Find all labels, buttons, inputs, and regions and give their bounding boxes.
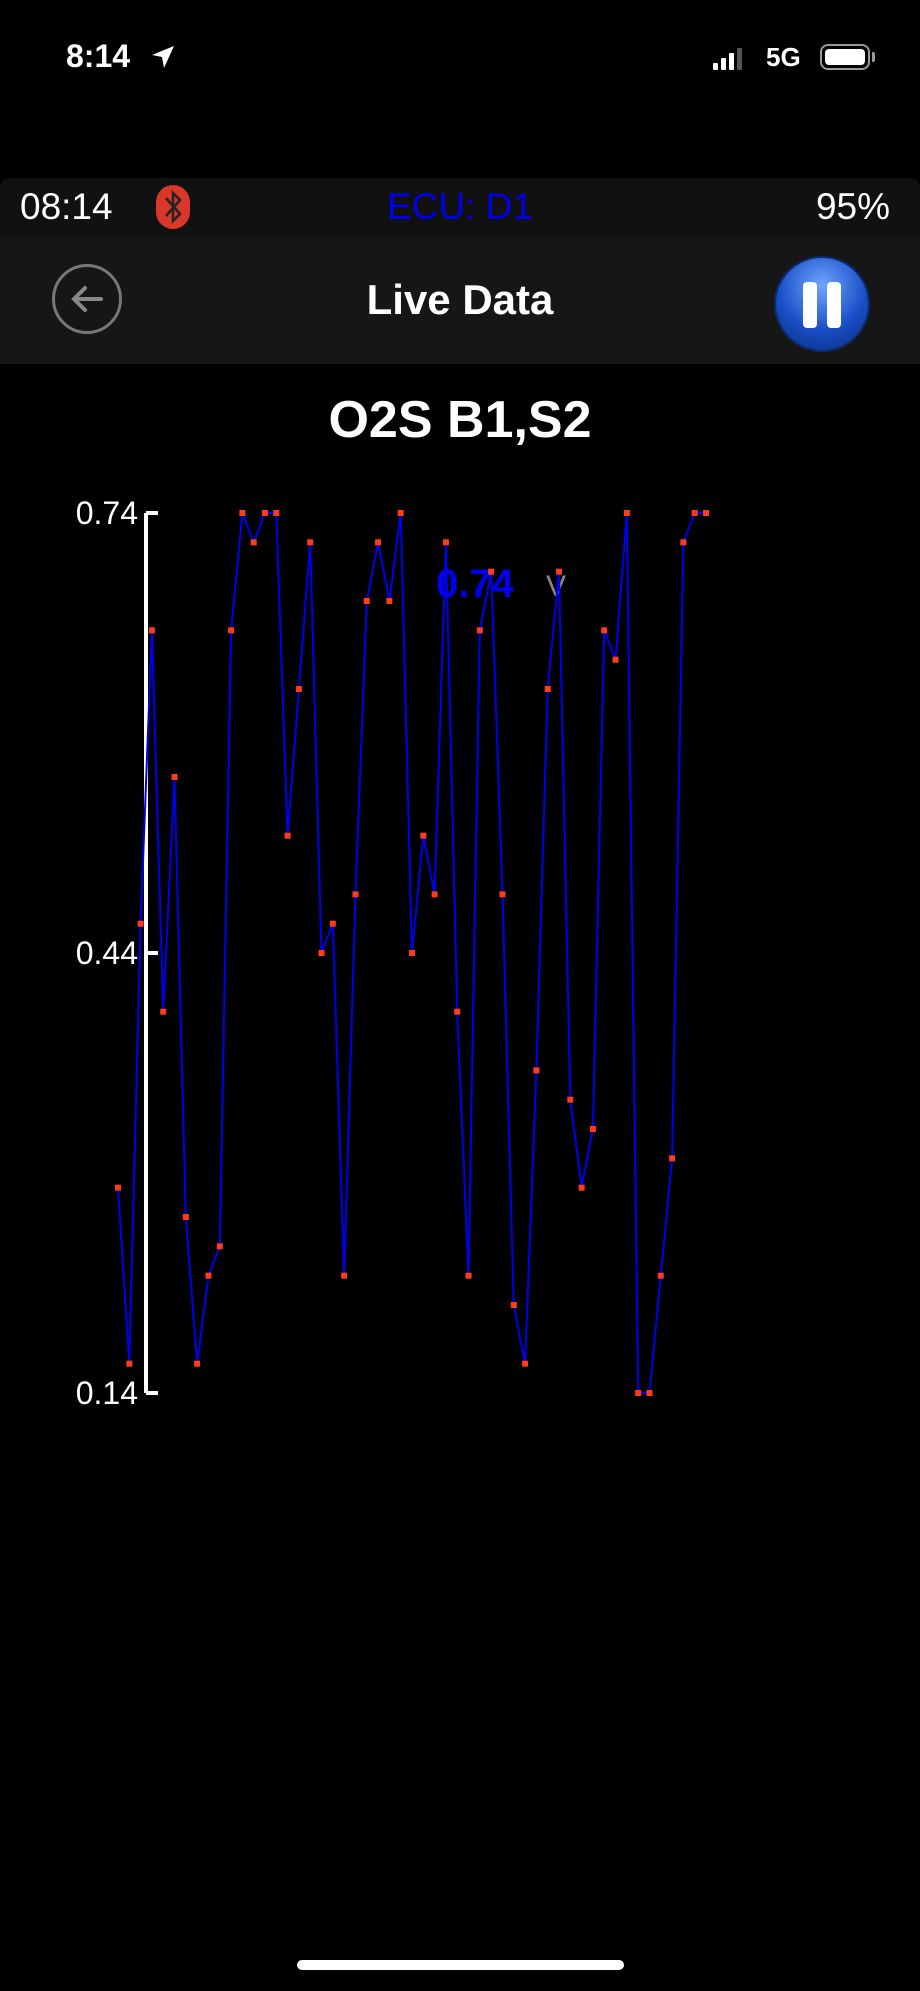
data-point bbox=[137, 920, 144, 927]
data-point bbox=[612, 656, 619, 663]
data-point bbox=[295, 686, 302, 692]
data-point bbox=[488, 568, 495, 575]
data-point bbox=[386, 598, 393, 604]
data-point bbox=[239, 510, 246, 516]
data-point bbox=[556, 568, 562, 575]
data-point bbox=[115, 1184, 121, 1191]
data-point bbox=[273, 510, 280, 516]
nav-bar bbox=[0, 236, 920, 364]
data-point bbox=[194, 1360, 201, 1367]
data-point bbox=[703, 510, 709, 516]
data-point bbox=[589, 1126, 596, 1132]
adapter-battery: 95% bbox=[815, 186, 890, 227]
pause-button[interactable] bbox=[774, 256, 870, 352]
data-point bbox=[691, 510, 698, 516]
y-tick-label: 0.44 bbox=[76, 935, 138, 971]
data-point bbox=[375, 539, 382, 546]
data-point bbox=[318, 950, 325, 956]
data-point bbox=[205, 1272, 212, 1279]
y-tick-label: 0.14 bbox=[76, 1375, 138, 1411]
bluetooth-icon bbox=[156, 185, 190, 229]
data-point bbox=[182, 1214, 189, 1220]
status-time: 8:14 bbox=[66, 38, 131, 74]
y-axis: 0.74 0.44 0.14 bbox=[76, 495, 158, 1411]
battery-tip bbox=[872, 52, 875, 62]
app-time: 08:14 bbox=[20, 186, 113, 227]
data-point bbox=[522, 1360, 529, 1367]
data-point bbox=[431, 891, 438, 898]
data-point bbox=[409, 950, 415, 956]
info-bar bbox=[0, 178, 920, 236]
page-title: Live Data bbox=[366, 276, 554, 323]
data-point bbox=[420, 832, 427, 839]
data-point bbox=[601, 627, 608, 634]
data-point bbox=[329, 920, 336, 927]
data-point bbox=[171, 774, 178, 780]
location-arrow-icon bbox=[152, 46, 174, 68]
data-point bbox=[454, 1008, 461, 1015]
data-point bbox=[397, 510, 404, 516]
pause-icon-bar bbox=[827, 282, 841, 328]
data-point bbox=[148, 627, 155, 634]
data-point bbox=[646, 1390, 653, 1396]
cellular-signal-icon bbox=[713, 48, 742, 70]
data-point bbox=[216, 1243, 223, 1250]
data-point bbox=[476, 627, 483, 634]
data-point bbox=[567, 1096, 574, 1103]
data-point bbox=[307, 539, 314, 546]
data-point bbox=[160, 1008, 167, 1015]
home-indicator[interactable] bbox=[297, 1960, 624, 1970]
current-value: 0.74 bbox=[436, 562, 514, 606]
pause-icon bbox=[803, 282, 817, 328]
data-point bbox=[635, 1390, 642, 1396]
data-point bbox=[262, 510, 268, 516]
data-point bbox=[465, 1272, 472, 1279]
data-point bbox=[341, 1272, 348, 1279]
back-button[interactable] bbox=[52, 264, 122, 334]
pid-name: O2S B1,S2 bbox=[328, 391, 592, 449]
data-point bbox=[442, 539, 449, 546]
battery-icon bbox=[820, 44, 870, 70]
data-point bbox=[126, 1360, 133, 1367]
data-point bbox=[352, 891, 359, 898]
data-point bbox=[680, 539, 687, 546]
data-point bbox=[669, 1155, 676, 1162]
data-point bbox=[228, 627, 235, 634]
data-point bbox=[363, 598, 370, 604]
data-point bbox=[578, 1184, 585, 1191]
y-tick-label: 0.74 bbox=[76, 495, 138, 531]
data-point bbox=[499, 891, 506, 898]
data-point bbox=[657, 1272, 664, 1279]
data-point bbox=[533, 1067, 540, 1074]
ecu-label: ECU: D1 bbox=[387, 186, 533, 227]
value-unit: V bbox=[546, 570, 567, 603]
data-point bbox=[284, 832, 291, 839]
data-point bbox=[510, 1302, 517, 1308]
data-point bbox=[623, 510, 630, 516]
network-type: 5G bbox=[766, 42, 801, 72]
data-point bbox=[250, 539, 257, 546]
data-point bbox=[544, 686, 551, 692]
back-arrow-icon bbox=[71, 286, 103, 312]
markers bbox=[115, 510, 709, 1396]
